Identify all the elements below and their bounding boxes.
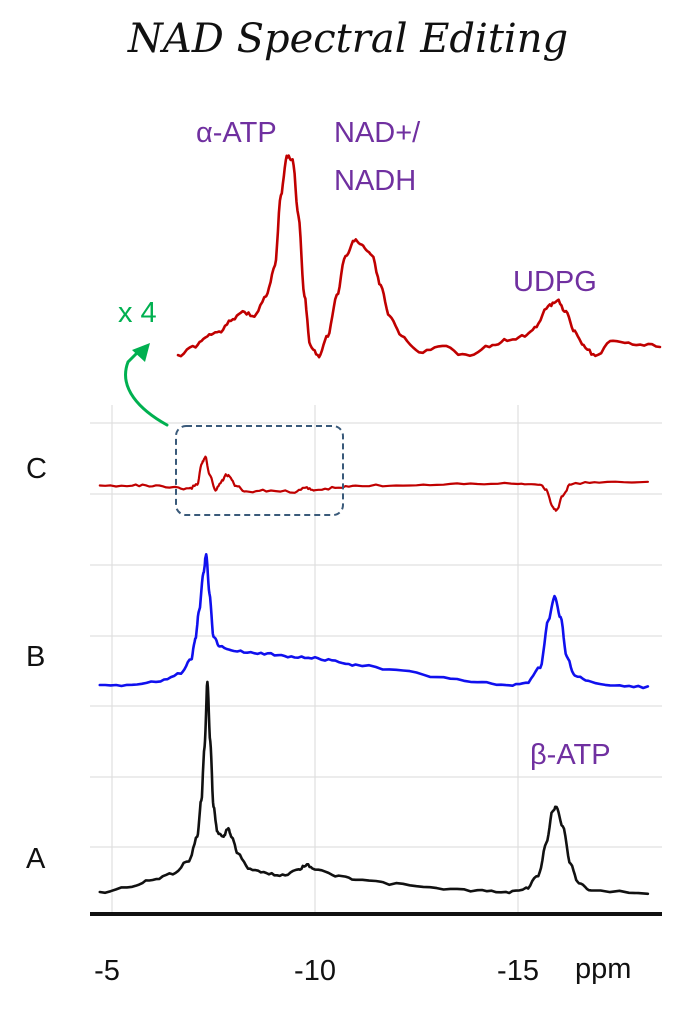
trace-C-x4-inset-line bbox=[176, 154, 662, 359]
label-udpg: UDPG bbox=[513, 266, 597, 298]
x-tick-label-minus-15: -15 bbox=[497, 955, 539, 987]
x-axis-label-ppm: ppm bbox=[575, 953, 631, 985]
chart-title: NAD Spectral Editing bbox=[127, 16, 568, 62]
inset-curved-arrow bbox=[124, 348, 169, 427]
label-inset-scale: x 4 bbox=[118, 297, 157, 329]
label-beta-atp: β-ATP bbox=[530, 739, 611, 771]
inset-arrow-head-icon bbox=[132, 343, 150, 362]
trace-label-C: C bbox=[26, 453, 47, 485]
label-nad-line1: NAD+/ bbox=[334, 117, 421, 149]
inset-selection-box bbox=[175, 425, 344, 516]
x-tick-label-minus-10: -10 bbox=[294, 955, 336, 987]
trace-A-line bbox=[98, 680, 650, 896]
x-tick-label-minus-5: -5 bbox=[94, 955, 120, 987]
label-nad-line2: NADH bbox=[334, 165, 416, 197]
label-alpha-atp: α-ATP bbox=[196, 117, 277, 149]
trace-C-line bbox=[98, 455, 649, 512]
trace-label-B: B bbox=[26, 641, 45, 673]
trace-label-A: A bbox=[26, 843, 46, 875]
trace-B-line bbox=[98, 553, 650, 690]
